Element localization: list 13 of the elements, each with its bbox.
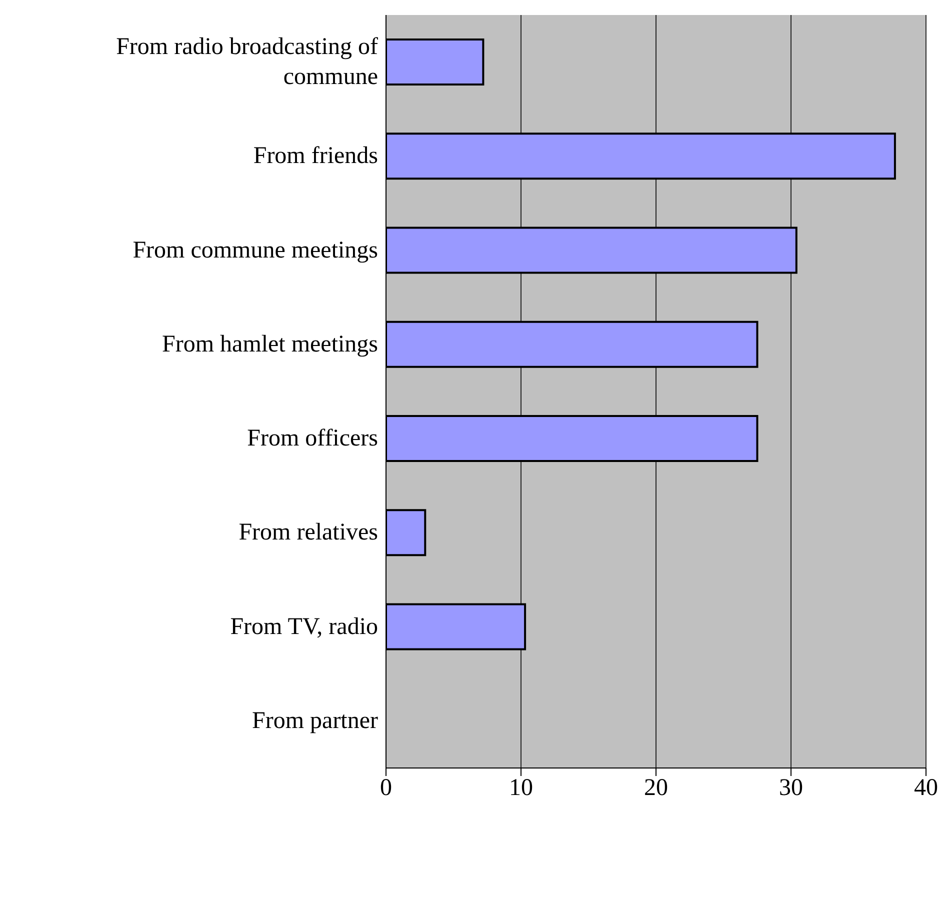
x-tick-label: 10	[509, 775, 533, 802]
y-tick-label: From friends	[253, 143, 378, 170]
y-tick-label: From TV, radio	[230, 614, 378, 640]
y-tick-label: From relatives	[238, 520, 378, 546]
y-tick-label: From radio broadcasting of commune	[116, 34, 378, 90]
y-tick-label: From commune meetings	[132, 237, 378, 264]
x-tick-label: 0	[380, 775, 392, 802]
y-tick-label: From partner	[252, 708, 378, 734]
y-tick-label: From hamlet meetings	[162, 331, 378, 358]
x-tick-label: 30	[779, 775, 803, 802]
x-tick-label: 20	[644, 775, 668, 802]
x-tick-label: 40	[914, 775, 938, 802]
y-tick-label: From officers	[247, 426, 378, 452]
